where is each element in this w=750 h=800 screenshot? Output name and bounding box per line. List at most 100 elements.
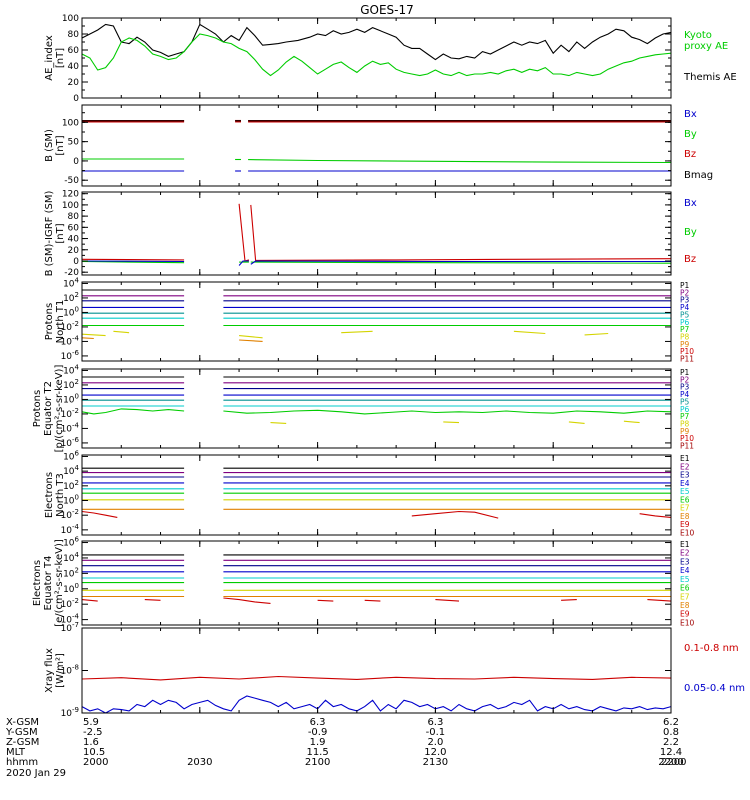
- y-axis-label: [nT]: [55, 48, 66, 68]
- panel-frame: [81, 17, 672, 99]
- legend-entry: P2: [680, 375, 690, 384]
- series-line-ae-1: [82, 33, 671, 77]
- series-line-p_north-7: [584, 332, 609, 336]
- legend-entry: P10: [680, 347, 694, 356]
- y-tick-label: 10-6: [61, 349, 80, 362]
- x-axis-row-value: 11.5: [306, 747, 328, 758]
- y-tick-label: 20: [68, 246, 80, 256]
- legend-entry: P8: [680, 419, 690, 428]
- legend-entry: P10: [680, 434, 694, 443]
- y-axis-label: Protons: [44, 303, 55, 340]
- legend-entry: Themis AE: [683, 72, 737, 83]
- legend-entry: E10: [680, 618, 695, 627]
- legend-entry: P3: [680, 383, 690, 392]
- plot-area: [82, 119, 671, 172]
- series-line-e_equator-8: [317, 599, 334, 602]
- x-axis-footer: X-GSM 5.9 6.3 6.3 6.2 Y-GSM -2.5 -0.9 -0.1 0.8 Z-G…: [5, 717, 686, 779]
- series-line-b_igrf-2: [250, 260, 671, 265]
- y-axis-label: North T3: [55, 473, 66, 517]
- y-tick-label: 10-4: [61, 613, 80, 626]
- series-line-b_igrf-0: [82, 258, 185, 261]
- legend-entry: E2: [680, 462, 690, 471]
- legend-entry: Bx: [684, 109, 697, 120]
- y-axis-label: [e/(cm²-s-sr-keV)]: [54, 539, 65, 627]
- legend-entry: P1: [680, 368, 690, 377]
- series-line-p_north-7: [239, 335, 263, 339]
- y-tick-label: 10-7: [61, 621, 79, 634]
- x-axis-row-value: 5.9: [83, 717, 99, 728]
- x-axis-row-value: 6.2: [663, 717, 679, 728]
- y-tick-label: 100: [63, 494, 79, 507]
- plot-area: [82, 554, 671, 604]
- legend-entry: P6: [680, 318, 690, 327]
- x-axis-row-value: 12.0: [424, 747, 446, 758]
- y-tick-label: 10-2: [61, 508, 79, 521]
- legend-entry: E3: [680, 557, 690, 566]
- y-axis-label: [p/(cm²-s-sr-keV)]: [54, 365, 65, 453]
- legend-entry: E3: [680, 471, 690, 480]
- legend-entry: Bz: [684, 149, 696, 160]
- legend-entry: E6: [680, 495, 690, 504]
- plot-area: [82, 376, 671, 424]
- series-line-p_north-7: [82, 333, 106, 337]
- legend-entry: E1: [680, 454, 690, 463]
- y-tick-label: 20: [68, 78, 80, 88]
- series-line-p_north-7: [513, 330, 546, 335]
- panel-frame: [81, 281, 672, 362]
- plot-area: [82, 289, 671, 342]
- panel-frame: [81, 627, 672, 714]
- y-axis-label: [nT]: [55, 135, 66, 155]
- x-axis-row-value: 0.8: [663, 727, 679, 738]
- panel-xray: 10-7 10-8 10-9 Xray flux [W/m²] 0.1-0.8 nm 0.0…: [44, 621, 745, 719]
- y-tick-label: 80: [68, 30, 80, 40]
- legend-entry: P1: [680, 281, 690, 290]
- legend-entry: E4: [680, 566, 690, 575]
- y-tick-label: 50: [68, 138, 80, 148]
- series-line-b_igrf-1: [250, 261, 671, 264]
- y-axis-label: [W/m²]: [55, 653, 66, 688]
- x-axis-row-value: 1.6: [83, 737, 99, 748]
- y-tick-label: 102: [63, 566, 79, 579]
- legend-entry: P11: [680, 355, 694, 364]
- series-line-p_equator-6: [223, 409, 671, 415]
- series-line-b_igrf-2: [238, 260, 249, 266]
- y-tick-label: 104: [63, 363, 79, 376]
- x-axis-row-value: -0.1: [426, 727, 446, 738]
- panel-frame: [81, 104, 672, 187]
- y-tick-label: 10-6: [61, 436, 80, 449]
- panel-e_equator: 106 104 102 100 10-2 10-4 Electrons Equator T4[…: [32, 536, 695, 628]
- panel-frame: [81, 368, 672, 449]
- series-line-e_equator-8: [223, 597, 271, 604]
- series-line-b_igrf-0: [238, 203, 250, 262]
- y-axis-label: North T1: [55, 300, 66, 344]
- x-axis-row-value: 6.3: [427, 717, 443, 728]
- legend-entry: P7: [680, 412, 690, 421]
- legend-entry: E9: [680, 520, 690, 529]
- y-tick-label: 0: [73, 257, 79, 267]
- series-line-p_equator-7: [443, 421, 460, 424]
- series-line-b_igrf-2: [82, 260, 185, 263]
- plot-area: [82, 23, 671, 77]
- y-axis-label: Xray flux: [44, 648, 55, 693]
- y-tick-label: 106: [63, 536, 79, 549]
- series-line-b_igrf-0: [250, 204, 671, 261]
- y-tick-label: 102: [63, 378, 79, 391]
- series-line-b_igrf-1: [82, 260, 185, 264]
- series-line-b_sm-2: [248, 159, 671, 164]
- legend-entry: 0.05-0.4 nm: [684, 683, 745, 694]
- date-label: 2020 Jan 29: [6, 768, 66, 779]
- legend-entry: proxy AE: [684, 41, 728, 52]
- series-line-e_equator-8: [435, 599, 460, 602]
- series-line-p_north-8: [82, 337, 94, 340]
- legend-entry: P3: [680, 296, 690, 305]
- x-axis-row-label: Y-GSM: [5, 727, 38, 738]
- x-axis-row-value: 2130: [423, 757, 448, 768]
- y-tick-label: 100: [62, 201, 79, 211]
- legend-entry: E1: [680, 540, 690, 549]
- y-tick-label: 0: [73, 157, 79, 167]
- legend-entry: E7: [680, 504, 690, 513]
